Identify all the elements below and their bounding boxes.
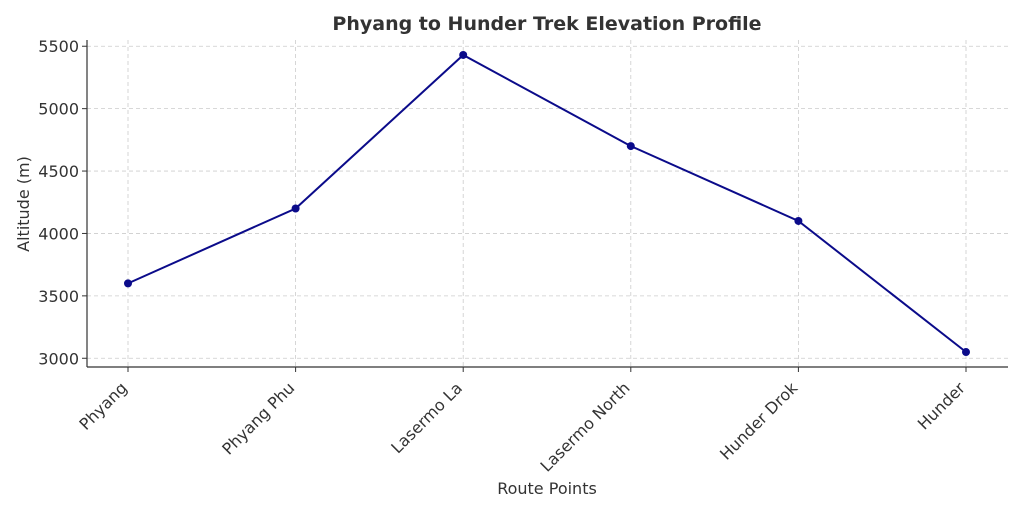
y-tick-label: 3500 [38, 287, 79, 306]
y-tick-label: 5500 [38, 37, 79, 56]
data-point [124, 279, 132, 288]
chart-title: Phyang to Hunder Trek Elevation Profile [332, 13, 761, 35]
y-tick-label: 3000 [38, 349, 79, 368]
x-tick-label: Hunder [914, 378, 969, 433]
y-tick-label: 4500 [38, 162, 79, 181]
x-tick-label: Phyang Phu [218, 378, 298, 458]
y-tick-labels: 3000 3500 4000 4500 5000 5500 [38, 37, 79, 368]
y-tick-label: 5000 [38, 100, 79, 119]
data-point [626, 142, 635, 151]
data-point [962, 348, 970, 357]
x-tick-label: Hunder Drok [716, 378, 802, 464]
x-axis-label: Route Points [497, 479, 597, 498]
altitude-series-line [127, 53, 967, 353]
x-tick-label: Lasermo North [536, 378, 633, 475]
x-tick-label: Lasermo La [387, 378, 466, 457]
axis-layer [82, 40, 1008, 372]
y-axis-label: Altitude (m) [14, 156, 33, 252]
data-point [291, 204, 300, 213]
data-point [794, 216, 803, 225]
x-tick-label: Phyang [75, 378, 130, 433]
y-tick-label: 4000 [38, 224, 79, 243]
x-tick-labels: Phyang Phyang Phu Lasermo La Lasermo North H… [75, 378, 969, 476]
series-layer [124, 50, 970, 357]
grid-layer [87, 40, 1008, 367]
data-point [459, 50, 468, 59]
